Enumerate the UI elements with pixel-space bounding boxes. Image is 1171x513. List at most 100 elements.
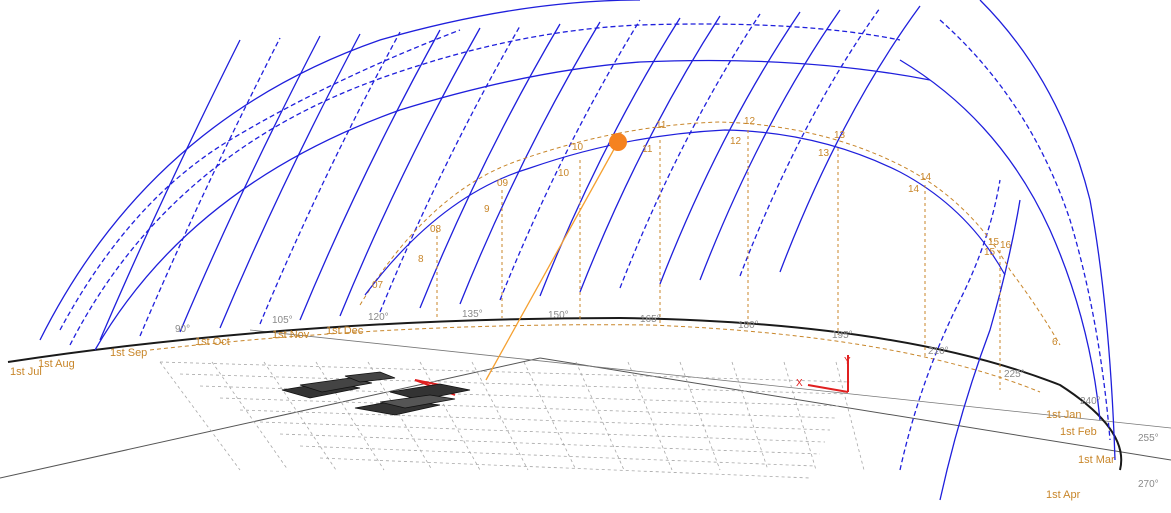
- azimuth-label: 255°: [1138, 433, 1159, 444]
- azimuth-label: 90°: [175, 324, 190, 335]
- sunpath-mesh-curve: [99, 39, 241, 341]
- ground-grid-line: [159, 361, 241, 471]
- sunpath-mesh-curve: [739, 7, 881, 277]
- ground-grid-line: [835, 361, 865, 471]
- month-label: 1st Mar: [1078, 454, 1115, 466]
- sunpath-mesh: [39, 0, 1116, 501]
- sunpath-mesh-curve: [39, 0, 641, 341]
- azimuth-label: 225°: [1004, 369, 1025, 380]
- sunpath-mesh-curve: [59, 29, 461, 331]
- month-label: 1st Jul: [10, 366, 42, 378]
- ground-grid-line: [319, 457, 811, 479]
- ground-grid-line: [471, 361, 529, 471]
- sunpath-mesh-curve: [259, 31, 401, 325]
- hour-label: 12: [744, 116, 756, 127]
- axis-y-label: Y: [844, 356, 851, 367]
- ground-grid-line: [419, 361, 481, 471]
- sunpath-mesh-curve: [979, 0, 1116, 461]
- month-label: 1st Oct: [195, 336, 230, 348]
- hour-label: 08: [430, 224, 442, 235]
- sunpath-mesh-curve: [339, 27, 481, 317]
- hour-label: 8: [418, 254, 424, 265]
- hour-label: 9: [484, 204, 490, 215]
- ground-grid-line: [179, 373, 846, 395]
- sunpath-mesh-curve: [659, 11, 801, 285]
- hour-label: 16: [1000, 240, 1012, 251]
- hour-label: 10: [572, 142, 584, 153]
- hour-label: 12: [730, 136, 742, 147]
- ground-plane: [0, 329, 1171, 479]
- buildings: [281, 371, 471, 416]
- azimuth-label: 180°: [738, 320, 759, 331]
- sunpath-mesh-curve: [899, 59, 1101, 421]
- sun-arc: [359, 121, 1061, 390]
- month-label: 1st Nov: [272, 329, 310, 341]
- sunpath-mesh-curve: [539, 17, 681, 297]
- azimuth-label: 105°: [272, 315, 293, 326]
- sunpath-mesh-curve: [619, 13, 761, 289]
- ground-grid-line: [627, 361, 673, 471]
- azimuth-label: 210°: [928, 346, 949, 357]
- ground-grid-line: [731, 361, 769, 471]
- hour-label: 14: [908, 184, 920, 195]
- month-label: 1st Dec: [326, 325, 364, 337]
- sunpath-mesh-curve: [459, 21, 601, 305]
- axis-x-label: X: [796, 378, 803, 389]
- sunpath-mesh-curve: [179, 35, 321, 333]
- sunpath-mesh-curve: [939, 199, 1021, 501]
- month-label: 1st Apr: [1046, 489, 1081, 501]
- azimuth-label: 135°: [462, 309, 483, 320]
- hour-label: 15: [984, 247, 996, 258]
- azimuth-label: 165°: [640, 314, 661, 325]
- sunpath-mesh-curve: [899, 179, 1001, 471]
- hour-label: 09: [497, 178, 509, 189]
- sunpath-mesh-curve: [939, 19, 1111, 441]
- sunpath-mesh-curve: [94, 59, 931, 351]
- ground-grid-line: [259, 421, 826, 443]
- ground-grid-line: [679, 361, 721, 471]
- month-label: 1st Aug: [38, 358, 75, 370]
- ground-grid-line: [219, 397, 836, 419]
- azimuth-label: 120°: [368, 312, 389, 323]
- azimuth-label: 150°: [548, 310, 569, 321]
- azimuth-label: 270°: [1138, 479, 1159, 490]
- hour-label: 13: [818, 148, 830, 159]
- ground-grid-line: [523, 361, 577, 471]
- axes-gizmo: X Y: [414, 141, 851, 396]
- sunpath-mesh-curve: [779, 5, 921, 273]
- hour-label: 11: [656, 120, 667, 131]
- hour-label: 13: [834, 130, 846, 141]
- ground-grid-line: [159, 361, 851, 383]
- sunpath-mesh-curve: [139, 37, 281, 337]
- sunpath-mesh-curve: [379, 25, 521, 313]
- month-label: 1st Sep: [110, 347, 147, 359]
- hour-label: 6: [1052, 337, 1058, 348]
- hour-label: 07: [372, 280, 384, 291]
- horizon-ring: [7, 316, 1123, 471]
- ground-grid-line: [239, 409, 831, 431]
- sunpath-mesh-curve: [579, 15, 721, 293]
- ground-grid-line: [199, 385, 841, 407]
- ground-grid: [159, 361, 865, 479]
- hour-label: 10: [558, 168, 570, 179]
- ground-grid-line: [783, 361, 817, 471]
- horizon-ring-dashed: [149, 324, 1041, 393]
- azimuth-label: 195°: [832, 330, 853, 341]
- ground-grid-line: [279, 433, 821, 455]
- sun-marker: [609, 133, 627, 151]
- azimuth-label: 240°: [1080, 396, 1101, 407]
- sunpath-mesh-curve: [699, 9, 841, 281]
- month-label: 1st Jan: [1046, 409, 1081, 421]
- ground-grid-line: [263, 361, 337, 471]
- hour-label: 14: [920, 172, 932, 183]
- sunpath-mesh-curve: [419, 23, 561, 309]
- ground-grid-line: [211, 361, 289, 471]
- hour-label: 11: [642, 144, 653, 155]
- ground-grid-line: [575, 361, 625, 471]
- sunpath-mesh-curve: [299, 29, 441, 321]
- month-label: 1st Feb: [1060, 426, 1097, 438]
- sunpath-mesh-curve: [219, 33, 361, 329]
